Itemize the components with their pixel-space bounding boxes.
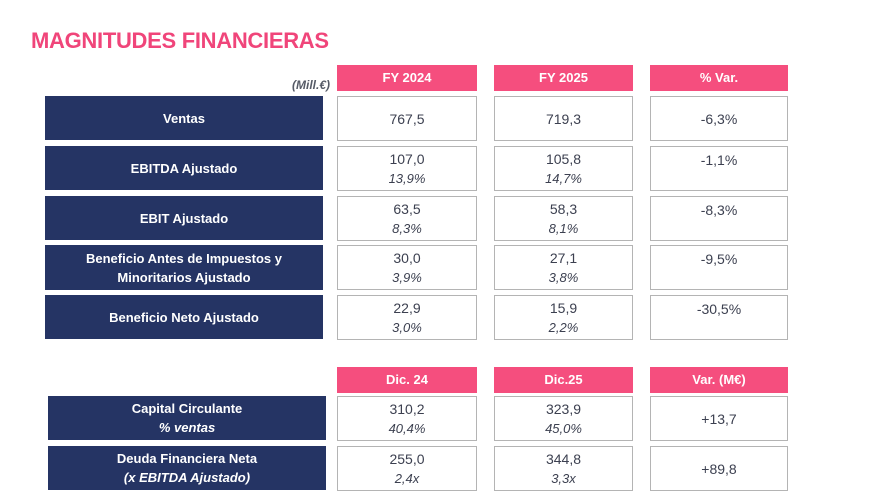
row-label-text: Ventas: [163, 110, 205, 126]
cell-dfn-var: +89,8: [650, 446, 788, 491]
header-dic25: Dic.25: [494, 367, 633, 393]
cell-ebit-var: -8,3%: [650, 196, 788, 241]
unit-label: (Mill.€): [292, 78, 330, 92]
cell-ebitda-fy2025: 105,8 14,7%: [494, 146, 633, 191]
cell-ventas-fy2025: 719,3: [494, 96, 633, 141]
margin: 3,8%: [548, 269, 579, 285]
margin: 14,7%: [545, 170, 582, 186]
margin: 8,3%: [392, 220, 422, 236]
cell-ventas-var: -6,3%: [650, 96, 788, 141]
value: 107,0: [389, 150, 425, 167]
header-fy2025: FY 2025: [494, 65, 633, 91]
value: -9,5%: [700, 251, 738, 267]
cell-cc-dic25: 323,9 45,0%: [494, 396, 633, 441]
ratio: 45,0%: [545, 420, 582, 436]
cell-cc-var: +13,7: [650, 396, 788, 441]
ratio: 40,4%: [388, 420, 426, 436]
value: 323,9: [545, 400, 582, 417]
value: 15,9: [549, 299, 578, 316]
header-fy2024: FY 2024: [337, 65, 477, 91]
value: 310,2: [389, 400, 425, 417]
row-label-bai: Beneficio Antes de Impuestos y Minoritar…: [45, 245, 323, 290]
value: -1,1%: [700, 152, 738, 168]
row-label-text: Beneficio Neto Ajustado: [109, 309, 259, 325]
row-label-ebitda: EBITDA Ajustado: [45, 146, 323, 190]
cell-ebitda-var: -1,1%: [650, 146, 788, 191]
header-var-meur: Var. (M€): [650, 367, 788, 393]
margin: 2,2%: [548, 319, 579, 335]
row-sublabel: (x EBITDA Ajustado): [123, 470, 251, 485]
row-label-line2: Minoritarios Ajustado: [117, 269, 251, 285]
value: 344,8: [545, 450, 582, 467]
value: 58,3: [549, 200, 578, 217]
cell-bai-fy2025: 27,1 3,8%: [494, 245, 633, 290]
margin: 3,0%: [392, 319, 422, 335]
row-label-text: EBIT Ajustado: [139, 210, 229, 226]
cell-ebit-fy2024: 63,5 8,3%: [337, 196, 477, 241]
cell-ebit-fy2025: 58,3 8,1%: [494, 196, 633, 241]
value: -8,3%: [700, 202, 738, 218]
row-label-ventas: Ventas: [45, 96, 323, 140]
value: 63,5: [393, 200, 421, 217]
margin: 3,9%: [392, 269, 422, 285]
value: +13,7: [701, 410, 737, 427]
value: -30,5%: [696, 301, 742, 317]
page-title: MAGNITUDES FINANCIERAS: [31, 28, 329, 53]
value: -6,3%: [700, 110, 738, 127]
ratio: 2,4x: [394, 470, 420, 486]
value: 105,8: [545, 150, 582, 167]
margin: 8,1%: [548, 220, 579, 236]
cell-neto-fy2025: 15,9 2,2%: [494, 295, 633, 340]
value: 27,1: [549, 249, 578, 266]
margin: 13,9%: [388, 170, 426, 186]
value: 22,9: [393, 299, 421, 316]
row-label-text: EBITDA Ajustado: [130, 160, 238, 176]
value: 255,0: [389, 450, 425, 467]
row-label-text: Capital Circulante: [131, 401, 243, 416]
row-label-text: Deuda Financiera Neta: [116, 451, 258, 466]
row-label-ebit: EBIT Ajustado: [45, 196, 323, 240]
ratio: 3,3x: [551, 470, 576, 486]
cell-bai-var: -9,5%: [650, 245, 788, 290]
cell-ebitda-fy2024: 107,0 13,9%: [337, 146, 477, 191]
row-sublabel: % ventas: [158, 420, 216, 435]
cell-neto-fy2024: 22,9 3,0%: [337, 295, 477, 340]
cell-neto-var: -30,5%: [650, 295, 788, 340]
cell-cc-dic24: 310,2 40,4%: [337, 396, 477, 441]
cell-ventas-fy2024: 767,5: [337, 96, 477, 141]
header-var-pct: % Var.: [650, 65, 788, 91]
cell-bai-fy2024: 30,0 3,9%: [337, 245, 477, 290]
cell-dfn-dic25: 344,8 3,3x: [494, 446, 633, 491]
row-label-line1: Beneficio Antes de Impuestos y: [85, 250, 282, 266]
header-dic24: Dic. 24: [337, 367, 477, 393]
row-label-deuda-financiera: Deuda Financiera Neta (x EBITDA Ajustado…: [48, 446, 326, 490]
value: 30,0: [393, 249, 421, 266]
value: 719,3: [545, 110, 582, 127]
value: +89,8: [701, 460, 737, 477]
cell-dfn-dic24: 255,0 2,4x: [337, 446, 477, 491]
row-label-beneficio-neto: Beneficio Neto Ajustado: [45, 295, 323, 339]
value: 767,5: [389, 110, 425, 127]
row-label-capital-circulante: Capital Circulante % ventas: [48, 396, 326, 440]
